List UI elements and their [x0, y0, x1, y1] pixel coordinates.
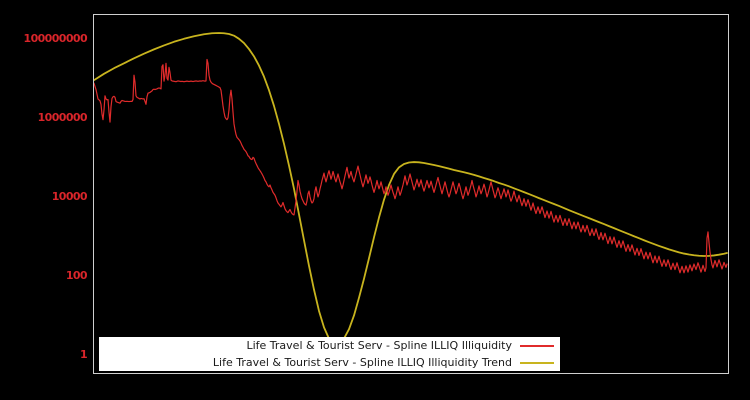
illiquidity-line-series [94, 58, 728, 274]
trend-line-series [94, 32, 728, 344]
y-axis-tick-labels: 100000000 1000000 10000 100 1 [0, 0, 88, 400]
series-group [94, 32, 728, 344]
plot-area-border [93, 14, 729, 374]
legend-item-illiquidity: Life Travel & Tourist Serv - Spline ILLI… [99, 337, 560, 354]
legend-item-illiquidity-trend: Life Travel & Tourist Serv - Spline ILLI… [99, 354, 560, 371]
y-tick-label: 1 [79, 348, 88, 362]
legend-swatch-illiquidity-trend [520, 361, 554, 364]
y-tick-label: 100 [65, 269, 88, 283]
legend-label-illiquidity: Life Travel & Tourist Serv - Spline ILLI… [246, 339, 512, 352]
chart-legend: Life Travel & Tourist Serv - Spline ILLI… [99, 337, 560, 371]
y-tick-label: 100000000 [23, 32, 88, 46]
y-tick-label: 10000 [51, 190, 88, 204]
legend-swatch-illiquidity [520, 344, 554, 347]
chart-plot-svg [94, 32, 728, 344]
legend-label-illiquidity-trend: Life Travel & Tourist Serv - Spline ILLI… [212, 356, 512, 369]
y-tick-label: 1000000 [37, 111, 88, 125]
